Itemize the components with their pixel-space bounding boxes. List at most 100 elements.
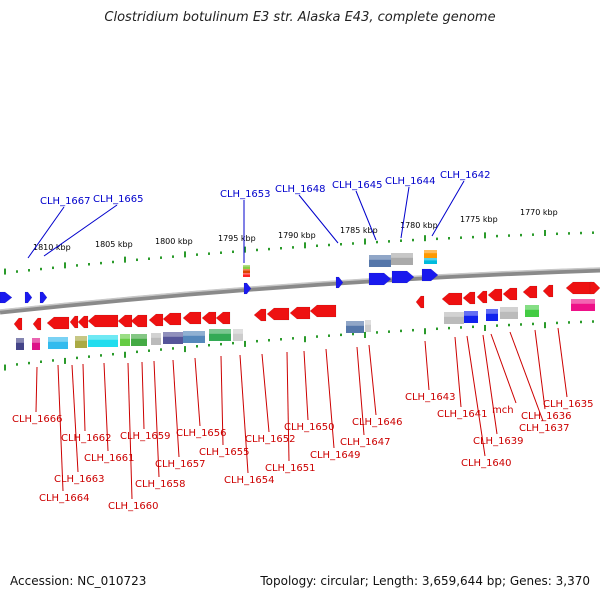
gene-label: CLH_1663 — [54, 474, 105, 485]
gene-label: CLH_1652 — [245, 434, 296, 445]
scale-tick — [172, 347, 174, 350]
gene-label: CLH_1649 — [310, 450, 361, 461]
leader-line — [153, 360, 160, 478]
scale-tick — [112, 352, 114, 356]
reverse-gene-box — [571, 299, 595, 311]
scale-tick — [244, 246, 246, 253]
scale-tick — [52, 359, 54, 362]
scale-tick — [460, 236, 462, 239]
leader-line — [298, 194, 339, 244]
leader-line — [239, 354, 249, 474]
forward-gene-box-highlight — [243, 269, 250, 271]
gene-label: CLH_1646 — [352, 417, 403, 428]
reverse-gene-box-highlight — [183, 331, 205, 336]
reverse-gene — [289, 306, 311, 320]
scale-tick — [220, 251, 222, 254]
scale-tick — [100, 261, 102, 265]
scale-tick — [208, 252, 210, 255]
scale-tick — [268, 247, 270, 251]
forward-gene — [243, 282, 252, 295]
reverse-gene — [215, 311, 231, 325]
leader-line — [172, 359, 180, 458]
top-leader-lines — [27, 180, 465, 263]
gene-label: CLH_1667 — [40, 196, 91, 207]
leader-line — [286, 351, 290, 462]
gene-label: CLH_1664 — [39, 493, 90, 504]
leader-line — [356, 346, 365, 436]
scale-tick — [568, 232, 570, 235]
scale-tick — [136, 350, 138, 354]
forward-gene-box-highlight — [369, 255, 391, 260]
reverse-gene — [201, 311, 217, 325]
scale-tick — [592, 320, 594, 323]
scale-tick — [88, 263, 90, 266]
scale-tick — [520, 233, 522, 237]
scale-labels: 1810 kbp 1805 kbp 1800 kbp 1795 kbp 1790 kbp… — [33, 208, 558, 252]
bottom-gene-labels: CLH_1666 CLH_1664 CLH_1663 CLH_1662 CLH_1661… — [12, 392, 594, 512]
reverse-gene-box-highlight — [32, 338, 40, 343]
leader-line — [35, 366, 38, 413]
scale-tick — [424, 328, 426, 335]
reverse-gene — [32, 317, 42, 331]
scale-tick — [496, 324, 498, 327]
scale-tick — [544, 322, 546, 329]
scale-tick — [484, 232, 486, 239]
leader-line — [368, 344, 377, 416]
scale-tick — [220, 342, 222, 346]
scale-tick — [172, 255, 174, 258]
scale-tick — [268, 338, 270, 342]
scale-label: 1795 kbp — [218, 234, 256, 243]
reverse-gene-box — [75, 336, 87, 348]
scale-tick — [244, 340, 246, 347]
gene-label: CLH_1647 — [340, 437, 391, 448]
scale-tick — [544, 229, 546, 236]
leader-line — [220, 355, 224, 446]
reverse-gene-box — [444, 312, 464, 324]
reverse-gene — [87, 314, 119, 328]
scale-tick — [592, 231, 594, 234]
scale-tick — [400, 329, 402, 333]
gene-label: CLH_1662 — [61, 433, 112, 444]
reverse-gene-box — [486, 309, 498, 321]
reverse-gene — [476, 290, 488, 304]
leader-line — [27, 206, 65, 259]
forward-gene-box — [243, 269, 250, 273]
reverse-gene-box-highlight — [88, 335, 118, 340]
accession-text: Accession: NC_010723 — [10, 574, 147, 588]
scale-tick — [448, 326, 450, 330]
gene-label: CLH_1636 — [521, 411, 572, 422]
scale-tick — [460, 326, 462, 329]
scale-label: 1800 kbp — [155, 237, 193, 246]
reverse-gene-box-highlight — [75, 336, 87, 341]
gene-label: CLH_1639 — [473, 436, 524, 447]
reverse-gene-box — [183, 331, 205, 343]
reverse-gene-box-highlight — [120, 334, 130, 339]
gene-label: mch — [492, 405, 514, 416]
leader-line — [261, 353, 270, 433]
reverse-gene-box — [32, 338, 40, 350]
reverse-gene-box-highlight — [464, 311, 478, 316]
leader-line — [194, 357, 201, 427]
scale-tick — [484, 324, 486, 331]
scale-tick — [76, 264, 78, 267]
forward-gene-box — [369, 255, 391, 267]
scale-tick — [292, 337, 294, 340]
reverse-gene-box — [233, 329, 243, 341]
scale-tick — [532, 322, 534, 326]
genome-summary: Topology: circular; Length: 3,659,644 bp… — [260, 574, 590, 588]
reverse-gene — [162, 312, 182, 326]
gene-label: CLH_1651 — [265, 463, 316, 474]
scale-tick — [436, 327, 438, 331]
reverse-gene-box — [120, 334, 130, 346]
scale-label: 1770 kbp — [520, 208, 558, 217]
reverse-gene-box-highlight — [131, 334, 147, 339]
leader-line — [325, 348, 335, 449]
scale-tick — [4, 268, 6, 275]
scale-tick — [328, 243, 330, 247]
scale-tick — [508, 234, 510, 237]
scale-tick — [520, 323, 522, 326]
forward-gene-box — [424, 250, 437, 258]
gene-label: CLH_1666 — [12, 414, 63, 425]
reverse-gene-box — [500, 307, 518, 319]
leader-line — [482, 334, 498, 435]
